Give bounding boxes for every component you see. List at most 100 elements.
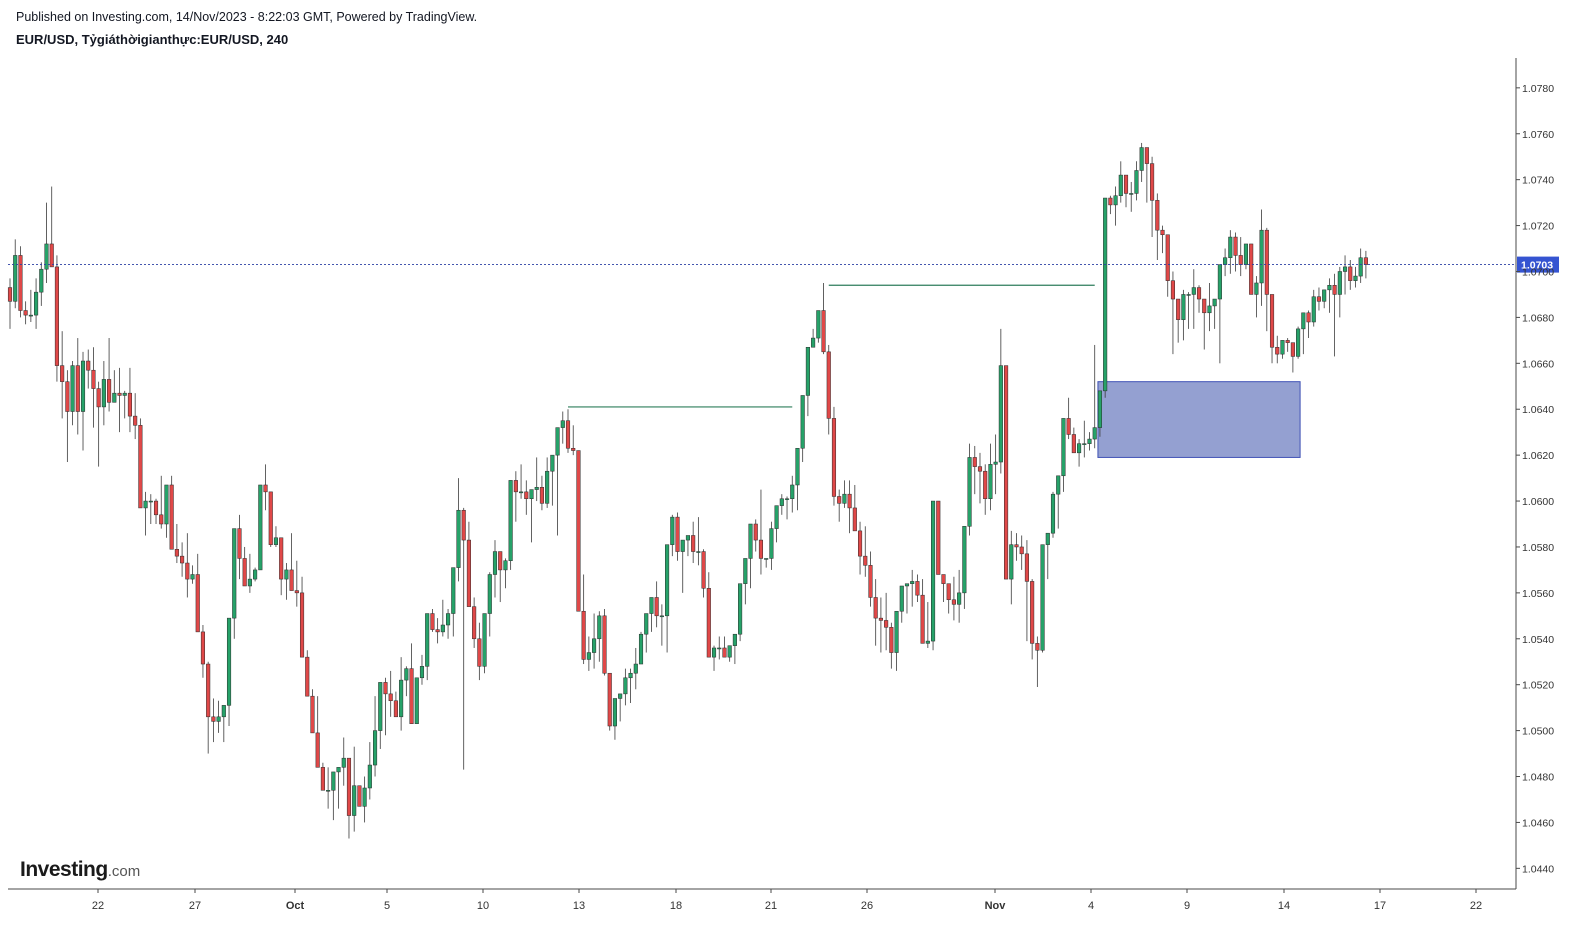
candle-body-down bbox=[393, 700, 398, 718]
candle-body-up bbox=[1040, 544, 1045, 651]
candle-body-down bbox=[1316, 296, 1322, 302]
demand-zone bbox=[1097, 381, 1301, 458]
candle-body-up bbox=[273, 537, 279, 545]
candle-body-up bbox=[451, 567, 456, 614]
candle-body-up bbox=[1191, 287, 1196, 295]
candle-body-up bbox=[1223, 257, 1228, 265]
price-tick-label: 1.0760 bbox=[1522, 129, 1554, 141]
candle-body-down bbox=[200, 631, 206, 665]
candle-body-up bbox=[367, 764, 372, 789]
candle-body-down bbox=[1363, 257, 1368, 265]
candle-body-up bbox=[284, 569, 289, 580]
candle-body-up bbox=[649, 597, 654, 614]
candle-body-up bbox=[331, 771, 336, 791]
candle-body-up bbox=[1181, 294, 1186, 320]
candle-body-up bbox=[1207, 305, 1212, 314]
candle-body-up bbox=[586, 652, 591, 660]
candle-body-up bbox=[362, 787, 367, 807]
candle-body-down bbox=[60, 365, 65, 382]
candle-body-up bbox=[341, 757, 346, 768]
candle-body-down bbox=[54, 266, 59, 366]
candle-body-down bbox=[1249, 243, 1254, 295]
price-tick-label: 1.0440 bbox=[1522, 863, 1554, 875]
candle-body-down bbox=[383, 682, 388, 695]
candle-body-down bbox=[279, 537, 284, 580]
candle-body-up bbox=[1186, 294, 1191, 296]
candle-body-down bbox=[1306, 312, 1311, 323]
candle-body-up bbox=[1311, 296, 1316, 323]
candle-body-down bbox=[346, 757, 352, 816]
candle-body-down bbox=[951, 599, 956, 605]
price-tick-label: 1.0500 bbox=[1522, 726, 1554, 738]
candle-body-down bbox=[1014, 544, 1019, 548]
candle-body-down bbox=[242, 558, 247, 587]
candle-body-up bbox=[612, 698, 617, 727]
symbol-title: EUR/USD, Tỷgiáthờigianthực:EUR/USD, 240 bbox=[16, 32, 289, 47]
candle-body-up bbox=[503, 560, 508, 571]
candle-body-down bbox=[1202, 298, 1207, 314]
candle-body-up bbox=[1082, 443, 1087, 445]
candle-body-down bbox=[758, 539, 764, 559]
time-axis[interactable]: 22 27 Oct 5 10 13 18 21 26 Nov 4 9 14 17 22 bbox=[92, 889, 1482, 912]
candle-body-down bbox=[878, 617, 883, 621]
publish-info: Published on Investing.com, 14/Nov/2023 … bbox=[16, 10, 478, 24]
price-axis[interactable]: 1.0780 1.0760 1.0740 1.0720 1.0700 1.0680 1.06… bbox=[1516, 83, 1554, 875]
candle-body-up bbox=[638, 633, 644, 665]
price-tick-label: 1.0540 bbox=[1522, 634, 1554, 646]
candle-body-up bbox=[1139, 147, 1144, 171]
candle-body-down bbox=[1176, 298, 1181, 320]
candle-body-down bbox=[972, 457, 977, 467]
candle-body-up bbox=[816, 310, 821, 339]
candle-body-up bbox=[1296, 328, 1301, 357]
price-tick-label: 1.0680 bbox=[1522, 312, 1554, 324]
candle-body-up bbox=[623, 677, 628, 695]
candle-body-up bbox=[122, 392, 127, 396]
candle-body-up bbox=[597, 615, 602, 640]
candle-body-up bbox=[659, 615, 664, 618]
candle-body-down bbox=[1035, 643, 1040, 651]
time-tick-label: 22 bbox=[1470, 900, 1482, 912]
candle-body-up bbox=[550, 454, 555, 472]
candle-body-up bbox=[1097, 390, 1102, 428]
candle-body-down bbox=[1264, 229, 1269, 295]
candle-body-up bbox=[425, 613, 430, 667]
candle-body-up bbox=[680, 539, 685, 552]
candle-body-up bbox=[779, 498, 784, 506]
candle-body-up bbox=[931, 500, 936, 642]
candle-body-up bbox=[800, 395, 805, 449]
candle-body-up bbox=[258, 484, 263, 571]
candle-body-up bbox=[80, 360, 86, 412]
candle-body-down bbox=[852, 507, 857, 532]
candle-body-up bbox=[894, 610, 899, 653]
candle-body-up bbox=[1092, 427, 1097, 440]
candle-body-up bbox=[1353, 275, 1358, 281]
candle-body-down bbox=[1160, 229, 1165, 236]
candle-body-down bbox=[174, 549, 179, 557]
candle-body-down bbox=[654, 597, 659, 617]
candle-body-down bbox=[581, 610, 586, 660]
candle-body-up bbox=[988, 464, 993, 500]
candle-body-up bbox=[555, 427, 560, 456]
candle-body-up bbox=[492, 551, 498, 575]
candle-body-up bbox=[456, 509, 461, 568]
candle-body-up bbox=[738, 583, 743, 635]
candle-body-down bbox=[1275, 346, 1280, 355]
candle-body-up bbox=[993, 461, 998, 465]
candle-body-down bbox=[294, 590, 299, 594]
candle-body-down bbox=[289, 569, 294, 591]
price-tick-label: 1.0520 bbox=[1522, 680, 1554, 692]
candle-body-up bbox=[1259, 229, 1264, 284]
candle-body-down bbox=[305, 656, 310, 697]
candle-body-up bbox=[404, 668, 409, 681]
candle-body-down bbox=[1348, 266, 1353, 281]
candle-body-up bbox=[112, 392, 117, 403]
candle-body-down bbox=[1196, 287, 1202, 300]
candle-body-up bbox=[685, 535, 691, 541]
candle-body-up bbox=[1050, 493, 1056, 534]
candle-body-up bbox=[670, 516, 675, 545]
candle-body-down bbox=[195, 574, 200, 633]
candle-body-up bbox=[1243, 243, 1249, 265]
candle-body-down bbox=[941, 574, 946, 584]
time-tick-label: 5 bbox=[384, 900, 390, 912]
level-lines bbox=[568, 284, 1095, 408]
